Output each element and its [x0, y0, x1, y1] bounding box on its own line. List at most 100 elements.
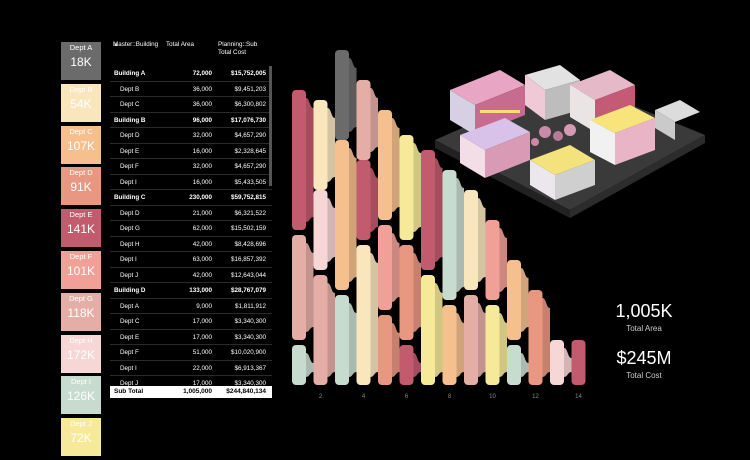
stream-ribbon: [521, 353, 529, 377]
legend-card-dept-c[interactable]: Dept C 107K: [61, 125, 101, 164]
stream-band[interactable]: [335, 140, 349, 290]
legend-card-value: 172K: [66, 347, 96, 362]
table-row[interactable]: Building D 133,000 $28,767,079: [110, 283, 272, 299]
stream-band[interactable]: [335, 50, 349, 140]
legend-card-dept-h[interactable]: Dept H 172K: [61, 334, 101, 373]
stream-band[interactable]: [421, 275, 435, 385]
stream-band[interactable]: [313, 190, 328, 270]
table-row[interactable]: Building B 96,000 $17,076,730: [110, 113, 272, 128]
total-cost: $244,840,134: [226, 388, 266, 395]
stream-band[interactable]: [485, 305, 500, 385]
stream-band[interactable]: [378, 110, 392, 220]
row-cost: $2,328,645: [234, 147, 266, 155]
stream-band[interactable]: [399, 135, 414, 240]
legend-card-value: 141K: [66, 222, 96, 237]
table-row[interactable]: Dept C 36,000 $6,300,802: [110, 97, 272, 113]
legend-card-dept-g[interactable]: Dept G 118K: [61, 292, 101, 331]
stream-band[interactable]: [507, 260, 521, 340]
stream-band[interactable]: [313, 275, 328, 385]
stream-ribbon: [542, 298, 550, 377]
legend-card-dept-i[interactable]: Dept I 126K: [61, 376, 101, 415]
table-row[interactable]: Building A 72,000 $15,752,005: [110, 66, 272, 82]
table-row[interactable]: Dept J 42,000 $12,643,044: [110, 268, 272, 283]
table-row[interactable]: Dept I 63,000 $16,857,392: [110, 252, 272, 268]
table-row[interactable]: Dept F 32,000 $4,657,290: [110, 159, 272, 175]
stream-band[interactable]: [292, 235, 306, 340]
row-cost: $3,340,300: [234, 333, 266, 341]
row-cost: $15,502,159: [230, 225, 266, 232]
stream-band[interactable]: [292, 345, 306, 385]
table-body: Building A 72,000 $15,752,005 Dept B 36,000 $…: [110, 66, 272, 386]
stream-ribbon: [564, 348, 572, 377]
table-row[interactable]: Dept D 21,000 $6,321,522: [110, 206, 272, 221]
row-name: Dept I: [120, 364, 137, 372]
table-row[interactable]: Dept I 16,000 $5,433,505: [110, 175, 272, 190]
table-row[interactable]: Dept J 17,000 $3,340,300: [110, 376, 272, 386]
table-row[interactable]: Dept E 17,000 $3,340,300: [110, 330, 272, 345]
row-name: Building C: [114, 194, 146, 201]
stream-band[interactable]: [399, 245, 414, 340]
table-row[interactable]: Dept A 9,000 $1,811,912: [110, 299, 272, 314]
stream-ribbon: [413, 143, 421, 232]
row-area: 62,000: [192, 225, 212, 232]
table-row[interactable]: Dept B 36,000 $9,451,203: [110, 82, 272, 97]
stream-band[interactable]: [378, 225, 392, 310]
legend-card-dept-a[interactable]: Dept A 18K: [61, 42, 101, 80]
x-tick-label: 6: [405, 394, 409, 400]
table-row[interactable]: Dept H 42,000 $8,428,696: [110, 237, 272, 252]
table-row[interactable]: Dept D 32,000 $4,657,290: [110, 128, 272, 144]
row-area: 96,000: [192, 116, 212, 124]
column-header-building[interactable]: Master::Building: [113, 41, 159, 48]
table-row[interactable]: Dept I 22,000 $6,913,367: [110, 361, 272, 376]
table-header: Master::Building Total Area Planning::Su…: [110, 40, 272, 66]
stream-band[interactable]: [356, 245, 371, 385]
stream-band[interactable]: [356, 160, 371, 240]
row-area: 32,000: [192, 163, 212, 170]
legend-card-dept-f[interactable]: Dept F 101K: [61, 250, 101, 289]
column-header-cost-line1: Planning::Sub: [218, 41, 258, 48]
stream-band[interactable]: [550, 340, 564, 385]
stream-band[interactable]: [485, 220, 500, 300]
stream-ribbon: [349, 148, 357, 282]
building-cost-table: Master::Building Total Area Planning::Su…: [110, 40, 272, 398]
column-header-total-cost[interactable]: Planning::Sub Total Cost: [218, 41, 257, 57]
stream-ribbon: [413, 353, 421, 377]
row-name: Dept E: [120, 333, 140, 341]
row-name: Dept H: [120, 240, 140, 248]
legend-card-dept-e[interactable]: Dept E 141K: [61, 209, 101, 248]
stream-ribbon: [392, 233, 400, 302]
table-scrollbar[interactable]: [269, 66, 272, 186]
stream-band[interactable]: [356, 80, 371, 160]
stream-band[interactable]: [378, 315, 392, 385]
stream-band[interactable]: [442, 170, 457, 300]
stream-band[interactable]: [421, 150, 435, 270]
table-row[interactable]: Dept G 62,000 $15,502,159: [110, 221, 272, 237]
legend-card-dept-j[interactable]: Dept J 72K: [61, 418, 101, 457]
sort-arrow-icon[interactable]: ▲: [113, 42, 119, 48]
stream-band[interactable]: [464, 295, 478, 385]
legend-card-dept-b[interactable]: Dept B 54K: [61, 83, 101, 122]
total-cost-label: Total Cost: [626, 371, 662, 380]
table-row[interactable]: Dept F 51,000 $10,020,900: [110, 345, 272, 361]
stream-band[interactable]: [313, 100, 328, 190]
legend-card-dept-d[interactable]: Dept D 91K: [61, 167, 101, 206]
row-name: Dept J: [120, 380, 139, 386]
legend-card-name: Dept A: [69, 43, 93, 52]
table-row[interactable]: Dept C 17,000 $3,340,300: [110, 314, 272, 330]
stream-band[interactable]: [528, 290, 543, 385]
stream-band[interactable]: [292, 90, 306, 230]
stream-band[interactable]: [335, 295, 349, 385]
table-row[interactable]: Dept E 16,000 $2,328,645: [110, 144, 272, 159]
stream-band[interactable]: [399, 345, 414, 385]
x-tick-label: 4: [362, 394, 366, 400]
row-name: Dept G: [120, 225, 140, 232]
legend-card-name: Dept B: [69, 84, 93, 94]
stream-band[interactable]: [464, 190, 478, 290]
table-row[interactable]: Building C 230,000 $59,752,815: [110, 190, 272, 206]
stream-band[interactable]: [442, 305, 457, 385]
row-area: 72,000: [192, 70, 212, 77]
stream-band[interactable]: [507, 345, 521, 385]
row-name: Building D: [114, 287, 146, 294]
column-header-total-area[interactable]: Total Area: [166, 41, 195, 48]
stream-band[interactable]: [571, 340, 586, 385]
